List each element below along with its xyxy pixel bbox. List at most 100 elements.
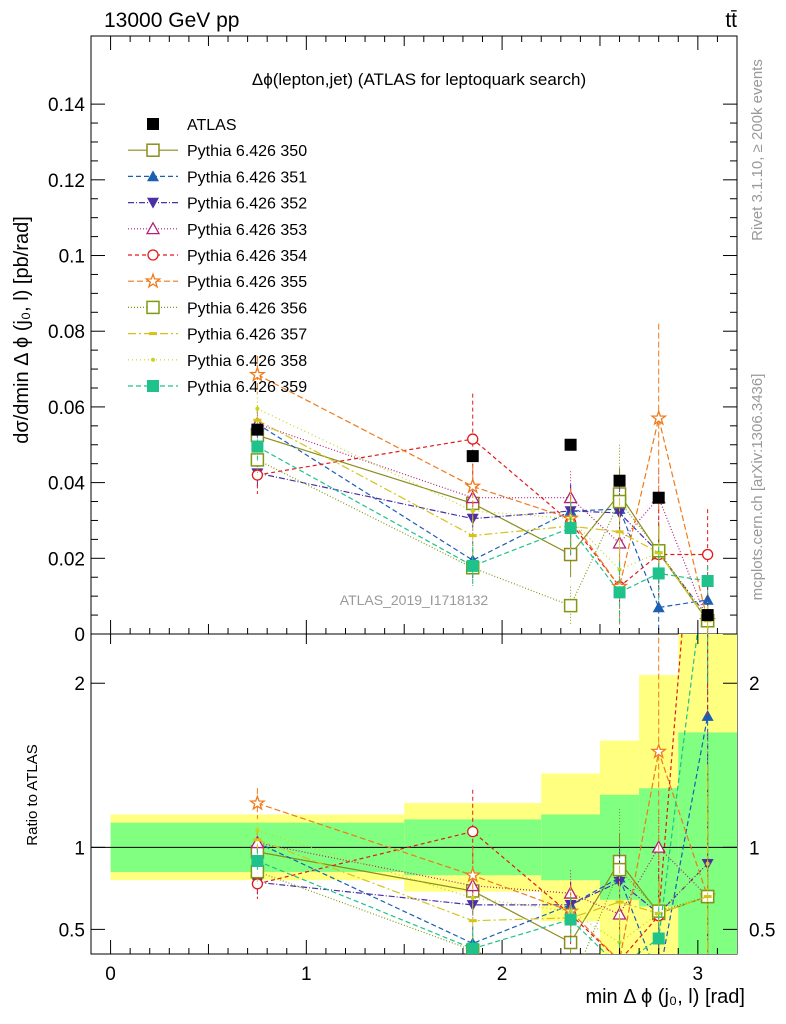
legend-marker <box>145 221 161 235</box>
y-axis-label: dσ/dmin Δ ϕ (j₀, l) [pb/rad] <box>11 216 33 444</box>
ratio-point <box>466 942 479 954</box>
legend-entry-6: Pythia 6.426 355 <box>128 272 307 291</box>
ratio-tick-label-right: 1 <box>749 838 760 859</box>
ratio-point <box>615 900 624 904</box>
series-line <box>257 374 709 621</box>
y-tick-label: 0.14 <box>48 95 85 116</box>
ratio-point <box>251 855 264 868</box>
series-line <box>257 472 709 618</box>
x-tick-label: 2 <box>497 964 508 985</box>
ratio-line <box>257 634 683 954</box>
data-point <box>615 530 624 534</box>
atlas-data-point <box>652 491 665 504</box>
ratio-point <box>653 974 665 985</box>
data-point <box>652 567 665 580</box>
data-point <box>467 433 479 445</box>
ratio-point <box>618 951 621 954</box>
series-10 <box>251 431 714 623</box>
legend: ATLAS Pythia 6.426 350 Pythia 6.426 351 Pyt… <box>128 117 307 396</box>
ratio-axis-label: Ratio to ATLAS <box>24 744 41 845</box>
legend-entry-5: Pythia 6.426 354 <box>128 248 307 265</box>
legend-label: Pythia 6.426 353 <box>187 222 307 239</box>
atlas-data-point <box>564 438 577 451</box>
process-label: tt̄ <box>725 9 737 32</box>
ratio-line <box>257 863 709 915</box>
data-point <box>563 598 578 613</box>
data-point <box>464 477 482 494</box>
legend-entry-1: Pythia 6.426 350 <box>128 143 307 160</box>
series-line <box>257 423 709 622</box>
series-line <box>257 408 709 618</box>
legend-entry-0: ATLAS <box>147 117 237 134</box>
ratio-line <box>257 830 709 944</box>
y-tick-label: 0.02 <box>48 549 85 570</box>
ratio-tick-label-right: 0.5 <box>749 920 775 941</box>
y-tick-label: 0.12 <box>48 171 85 192</box>
data-point <box>468 534 477 538</box>
legend-marker <box>149 332 157 336</box>
legend-marker <box>146 143 160 157</box>
legend-marker <box>151 357 155 362</box>
series-line <box>257 419 709 622</box>
ratio-point <box>470 895 475 900</box>
atlas-data <box>251 423 714 622</box>
y-tick-label: 0.08 <box>48 322 85 343</box>
legend-entry-8: Pythia 6.426 357 <box>128 327 307 344</box>
ratio-point <box>467 825 479 838</box>
legend-label: Pythia 6.426 355 <box>187 274 307 291</box>
data-point <box>701 548 714 561</box>
data-point <box>470 508 475 513</box>
ratio-tick-label-right: 2 <box>749 674 760 695</box>
uncertainty-bands <box>91 634 737 954</box>
ratio-point <box>705 861 710 866</box>
legend-label: Pythia 6.426 351 <box>187 169 307 186</box>
y-tick-label: 0.1 <box>59 247 85 268</box>
ratio-point <box>614 961 626 973</box>
series-line <box>257 446 708 594</box>
ratio-tick-label: 1 <box>74 838 85 859</box>
data-point <box>701 593 714 605</box>
main-series <box>248 323 717 634</box>
ratio-point <box>652 932 665 945</box>
data-point <box>248 365 267 383</box>
ratio-point <box>468 919 477 923</box>
legend-marker <box>144 272 162 289</box>
y-tick-label: 0.04 <box>48 474 85 495</box>
mcplots-label: mcplots.cern.ch [arXiv:1306.3436] <box>749 374 766 601</box>
ratio-tick-label: 2 <box>74 674 85 695</box>
atlas-data-point <box>251 423 264 436</box>
data-point <box>656 550 661 555</box>
data-point <box>613 586 626 599</box>
legend-label: Pythia 6.426 352 <box>187 196 307 213</box>
ratio-point <box>703 317 713 327</box>
series-6 <box>248 323 717 634</box>
legend-label: Pythia 6.426 356 <box>187 300 307 317</box>
legend-entry-7: Pythia 6.426 356 <box>128 300 307 317</box>
data-point <box>652 601 665 613</box>
legend-entry-10: Pythia 6.426 359 <box>128 379 307 396</box>
ratio-series <box>248 317 717 985</box>
data-point <box>564 522 577 535</box>
atlas-data-point <box>466 450 479 463</box>
x-tick-label: 1 <box>301 964 312 985</box>
legend-marker <box>147 170 159 182</box>
legend-label: Pythia 6.426 357 <box>187 327 307 344</box>
ratio-line <box>257 749 709 954</box>
x-axis-label: min Δ ϕ (j₀, l) [rad] <box>585 986 745 1008</box>
x-tick-label: 0 <box>105 964 116 985</box>
ratio-point <box>656 911 661 916</box>
analysis-label: ATLAS_2019_I1718132 <box>340 592 489 608</box>
ratio-point <box>464 866 482 883</box>
legend-marker <box>147 249 159 261</box>
energy-label: 13000 GeV pp <box>104 9 239 32</box>
ratio-series-10 <box>251 634 709 973</box>
ratio-line <box>257 634 698 954</box>
legend-entry-4: Pythia 6.426 353 <box>128 221 307 239</box>
y-tick-label: 0.06 <box>48 398 85 419</box>
legend-label: Pythia 6.426 350 <box>187 143 307 160</box>
data-point <box>466 559 479 572</box>
legend-label: Pythia 6.426 359 <box>187 379 307 396</box>
legend-label: ATLAS <box>187 117 237 134</box>
legend-entry-9: Pythia 6.426 358 <box>128 353 307 370</box>
